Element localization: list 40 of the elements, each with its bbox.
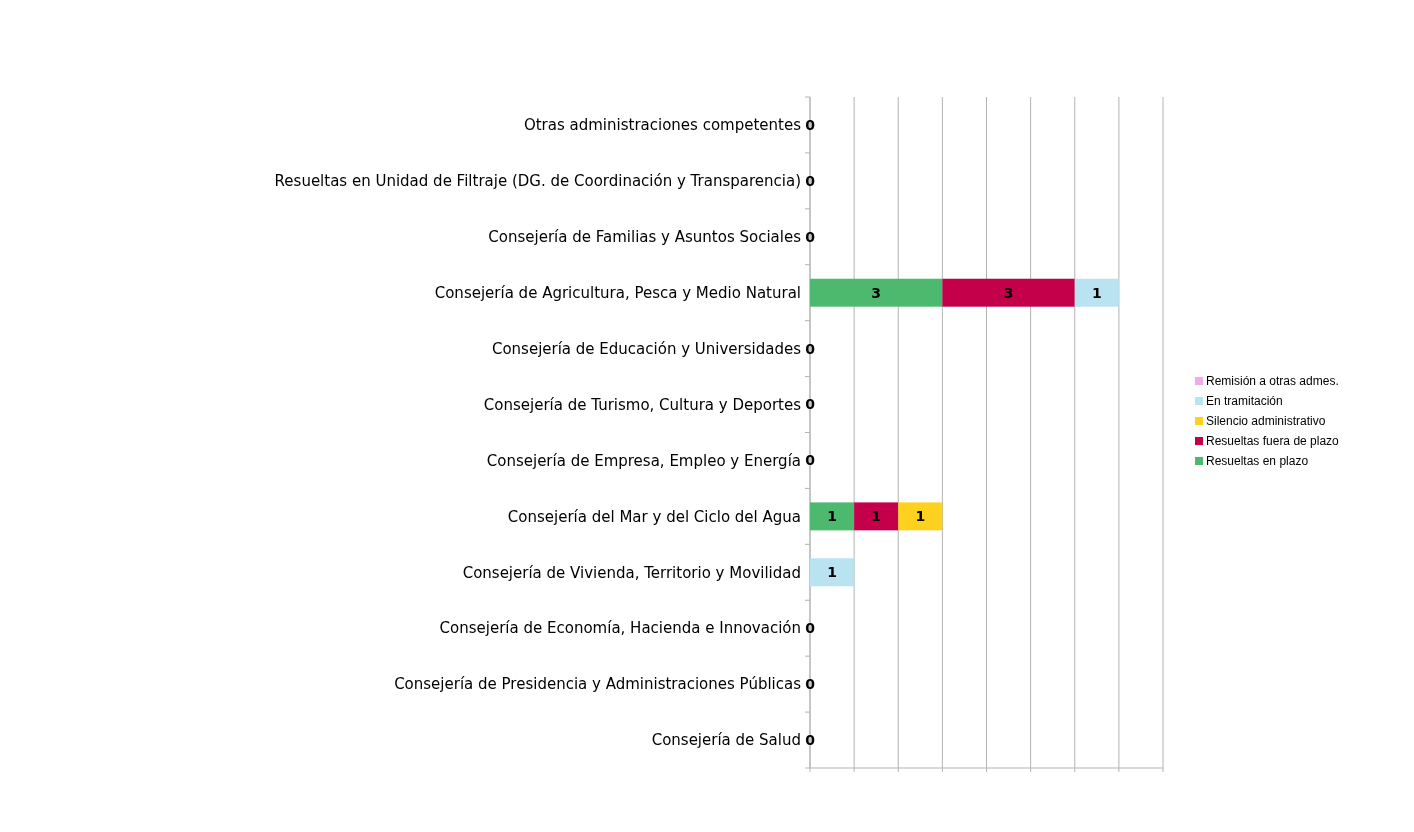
bar <box>810 278 943 307</box>
y-tick-label: Consejería de Educación y Universidades <box>491 339 802 358</box>
bar <box>810 502 855 531</box>
data-label: 3 <box>871 284 882 301</box>
y-tick-label: Consejería de Turismo, Cultura y Deportes <box>483 395 802 414</box>
y-tick-label: Consejería de Economía, Hacienda e Innovación <box>439 619 801 638</box>
data-label: 1 <box>827 508 837 525</box>
y-tick-label: Consejería de Vivienda, Territorio y Movilidad <box>462 563 801 582</box>
data-label: 0 <box>805 396 816 413</box>
bar <box>898 502 943 531</box>
data-label: 3 <box>1003 284 1014 301</box>
data-label: 0 <box>805 228 816 245</box>
bar <box>854 502 899 531</box>
data-label: 0 <box>805 340 816 357</box>
data-label: 0 <box>805 116 816 133</box>
legend-label: Resueltas fuera de plazo <box>1206 434 1340 449</box>
legend-label: Silencio administrativo <box>1206 414 1326 429</box>
data-label: 1 <box>1091 284 1102 301</box>
legend-label: En tramitación <box>1206 394 1283 409</box>
data-label: 0 <box>805 676 816 693</box>
legend-label: Remisión a otras admes. <box>1206 374 1339 389</box>
data-label: 0 <box>805 172 816 189</box>
y-tick-label: Resueltas en Unidad de Filtraje (DG. de Coordinación y Transparencia) <box>274 172 801 191</box>
data-label: 0 <box>805 452 816 469</box>
bar <box>942 278 1075 307</box>
y-tick-label: Consejería de Salud <box>651 731 801 750</box>
data-label: 1 <box>915 508 926 525</box>
data-label: 1 <box>827 564 837 581</box>
data-label: 0 <box>805 620 816 637</box>
y-tick-label: Consejería de Empresa, Empleo y Energía <box>486 451 801 470</box>
y-tick-label: Consejería del Mar y del Ciclo del Agua <box>507 507 801 526</box>
data-label: 0 <box>805 731 816 748</box>
y-tick-label: Consejería de Familias y Asuntos Sociales <box>488 228 802 247</box>
legend-label: Resueltas en plazo <box>1206 454 1309 469</box>
y-tick-label: Consejería de Agricultura, Pesca y Medio Natural <box>434 283 801 302</box>
y-tick-label: Consejería de Presidencia y Administraciones Públicas <box>394 675 802 694</box>
y-tick-label: Otras administraciones competentes <box>523 116 802 135</box>
data-label: 1 <box>871 508 882 525</box>
bar <box>1074 278 1119 307</box>
bar <box>810 558 855 587</box>
